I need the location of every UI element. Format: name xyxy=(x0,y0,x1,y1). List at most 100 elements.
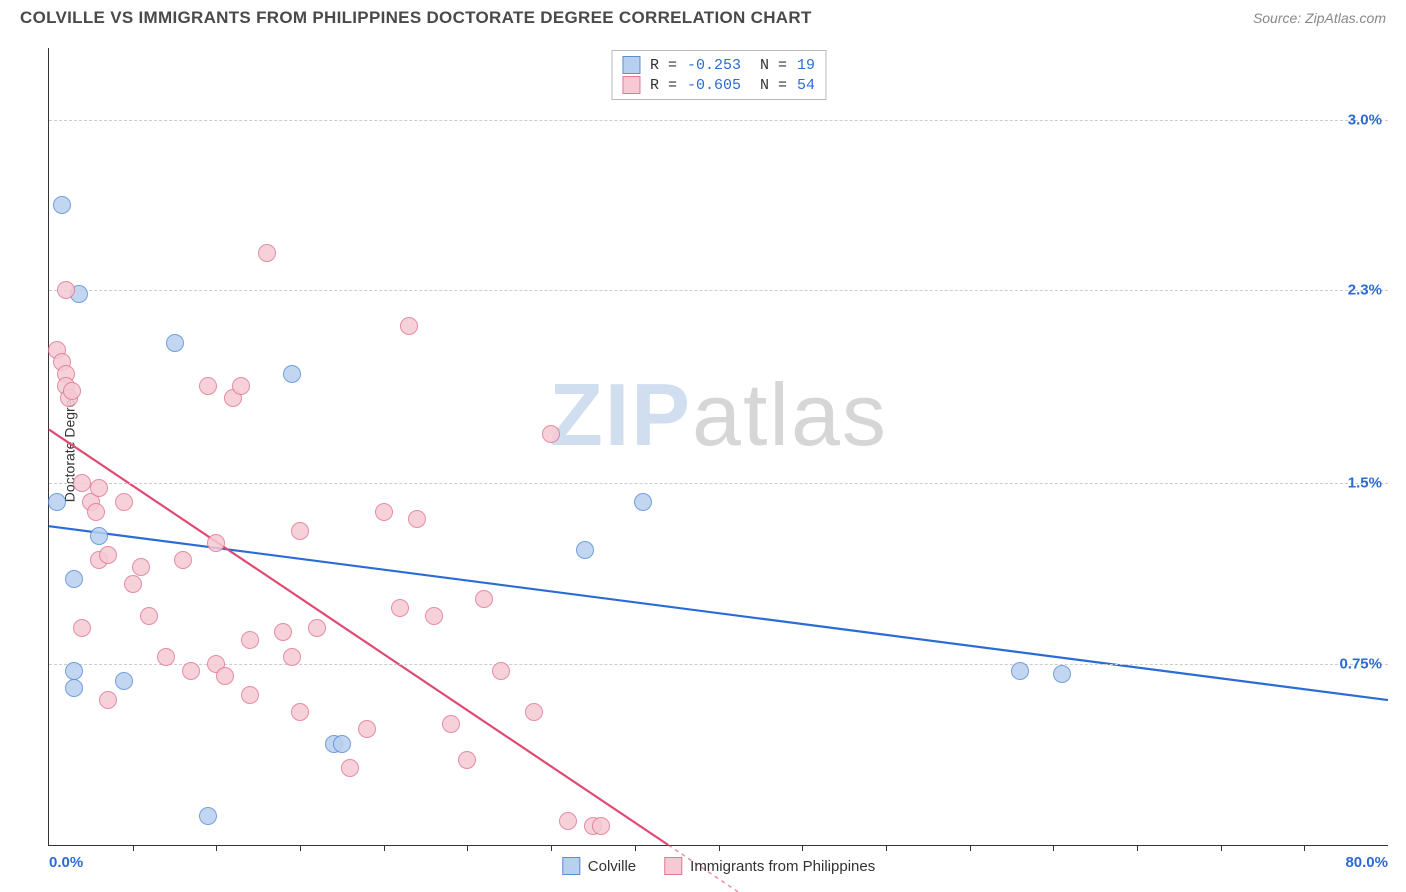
data-point xyxy=(166,334,184,352)
chart-source: Source: ZipAtlas.com xyxy=(1253,10,1386,26)
series-legend: Colville Immigrants from Philippines xyxy=(562,857,875,875)
data-point xyxy=(65,679,83,697)
legend-label-colville: Colville xyxy=(588,858,636,875)
data-point xyxy=(358,720,376,738)
data-point xyxy=(1053,665,1071,683)
data-point xyxy=(475,590,493,608)
data-point xyxy=(87,503,105,521)
legend-item-colville: Colville xyxy=(562,857,636,875)
data-point xyxy=(308,619,326,637)
data-point xyxy=(63,382,81,400)
x-tick xyxy=(133,845,134,851)
legend-item-philippines: Immigrants from Philippines xyxy=(664,857,875,875)
r-value-philippines: -0.605 xyxy=(687,77,741,94)
gridline xyxy=(49,120,1388,121)
legend-swatch-colville xyxy=(562,857,580,875)
watermark-zip: ZIP xyxy=(549,365,692,464)
r-value-colville: -0.253 xyxy=(687,57,741,74)
gridline xyxy=(49,483,1388,484)
x-tick xyxy=(1053,845,1054,851)
chart-title: COLVILLE VS IMMIGRANTS FROM PHILIPPINES … xyxy=(20,8,812,28)
x-axis-min-label: 0.0% xyxy=(49,854,83,871)
data-point xyxy=(341,759,359,777)
n-value-colville: 19 xyxy=(797,57,815,74)
data-point xyxy=(73,474,91,492)
x-tick xyxy=(384,845,385,851)
data-point xyxy=(199,807,217,825)
trend-lines xyxy=(49,48,1388,845)
x-tick xyxy=(970,845,971,851)
legend-row-colville: R = -0.253 N = 19 xyxy=(622,55,815,75)
x-tick xyxy=(802,845,803,851)
data-point xyxy=(458,751,476,769)
trend-line xyxy=(49,526,1388,700)
x-tick xyxy=(467,845,468,851)
data-point xyxy=(291,522,309,540)
y-tick-label: 1.5% xyxy=(1348,474,1382,491)
data-point xyxy=(140,607,158,625)
data-point xyxy=(199,377,217,395)
trend-line xyxy=(49,430,668,845)
data-point xyxy=(525,703,543,721)
x-axis-max-label: 80.0% xyxy=(1345,854,1388,871)
data-point xyxy=(559,812,577,830)
data-point xyxy=(391,599,409,617)
data-point xyxy=(124,575,142,593)
data-point xyxy=(115,493,133,511)
plot-region: ZIPatlas R = -0.253 N = 19 R = -0.605 N … xyxy=(48,48,1388,846)
data-point xyxy=(174,551,192,569)
gridline xyxy=(49,290,1388,291)
correlation-legend: R = -0.253 N = 19 R = -0.605 N = 54 xyxy=(611,50,826,100)
data-point xyxy=(115,672,133,690)
data-point xyxy=(48,493,66,511)
data-point xyxy=(241,631,259,649)
x-tick xyxy=(216,845,217,851)
data-point xyxy=(241,686,259,704)
y-tick-label: 2.3% xyxy=(1348,281,1382,298)
legend-swatch-philippines xyxy=(664,857,682,875)
data-point xyxy=(442,715,460,733)
data-point xyxy=(258,244,276,262)
data-point xyxy=(576,541,594,559)
x-tick xyxy=(1221,845,1222,851)
x-tick xyxy=(1137,845,1138,851)
data-point xyxy=(99,691,117,709)
data-point xyxy=(400,317,418,335)
data-point xyxy=(291,703,309,721)
data-point xyxy=(375,503,393,521)
watermark-atlas: atlas xyxy=(692,365,888,464)
data-point xyxy=(53,196,71,214)
x-tick xyxy=(719,845,720,851)
data-point xyxy=(73,619,91,637)
x-tick xyxy=(1304,845,1305,851)
y-tick-label: 0.75% xyxy=(1339,655,1382,672)
data-point xyxy=(492,662,510,680)
data-point xyxy=(157,648,175,666)
data-point xyxy=(274,623,292,641)
data-point xyxy=(216,667,234,685)
data-point xyxy=(90,527,108,545)
data-point xyxy=(132,558,150,576)
x-tick xyxy=(551,845,552,851)
data-point xyxy=(57,281,75,299)
data-point xyxy=(65,570,83,588)
data-point xyxy=(634,493,652,511)
data-point xyxy=(232,377,250,395)
legend-row-philippines: R = -0.605 N = 54 xyxy=(622,75,815,95)
data-point xyxy=(283,648,301,666)
data-point xyxy=(408,510,426,528)
x-tick xyxy=(635,845,636,851)
data-point xyxy=(592,817,610,835)
chart-area: Doctorate Degree ZIPatlas R = -0.253 N =… xyxy=(48,48,1388,846)
x-tick xyxy=(300,845,301,851)
x-tick xyxy=(886,845,887,851)
data-point xyxy=(542,425,560,443)
chart-header: COLVILLE VS IMMIGRANTS FROM PHILIPPINES … xyxy=(0,0,1406,32)
swatch-colville xyxy=(622,56,640,74)
data-point xyxy=(182,662,200,680)
data-point xyxy=(65,662,83,680)
data-point xyxy=(283,365,301,383)
legend-label-philippines: Immigrants from Philippines xyxy=(690,858,875,875)
swatch-philippines xyxy=(622,76,640,94)
gridline xyxy=(49,664,1388,665)
